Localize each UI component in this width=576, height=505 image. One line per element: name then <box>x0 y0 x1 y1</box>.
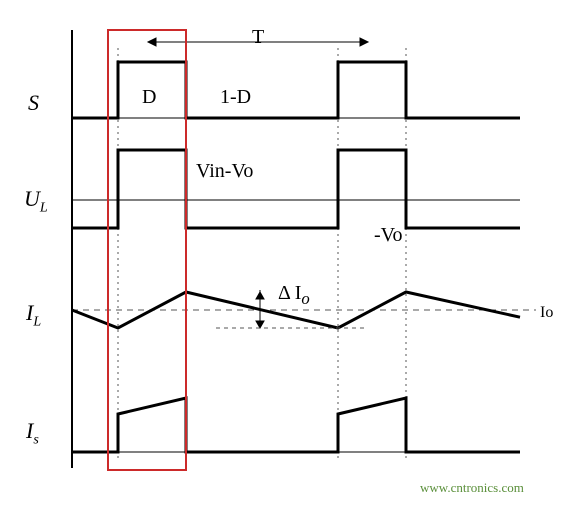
ann-1-d: 1-D <box>220 86 251 109</box>
watermark: www.cntronics.com <box>420 480 524 496</box>
label-is: Is <box>26 418 39 448</box>
ann-d: D <box>142 86 156 109</box>
label-ul: UL <box>24 186 48 216</box>
label-s: S <box>28 90 39 116</box>
ann-period: T <box>252 26 264 49</box>
ann-vinvo: Vin-Vo <box>196 160 253 183</box>
label-il: IL <box>26 300 41 330</box>
ann-nvo: -Vo <box>374 224 403 247</box>
ann-io: Io <box>540 304 553 322</box>
ann-delta: Δ Io <box>278 282 310 309</box>
